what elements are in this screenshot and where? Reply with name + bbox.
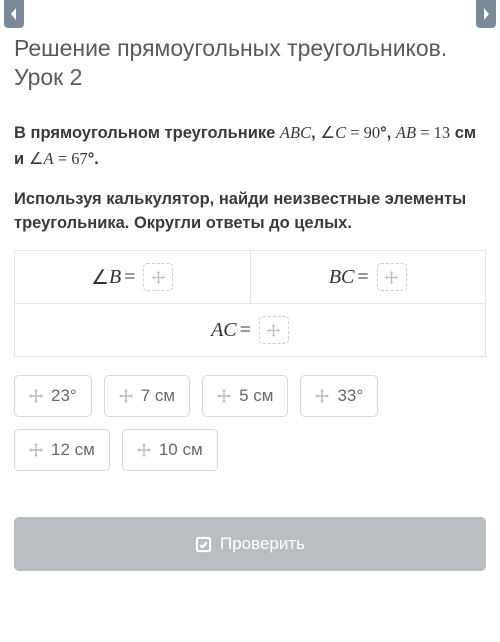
drop-slot[interactable] xyxy=(143,263,173,291)
drop-slot[interactable] xyxy=(259,316,289,344)
chip-option[interactable]: 23° xyxy=(14,375,92,417)
check-button-label: Проверить xyxy=(220,534,305,554)
problem-statement: В прямоугольном треугольнике ABC, ∠C = 9… xyxy=(14,120,486,173)
chip-option[interactable]: 10 см xyxy=(122,429,218,471)
answer-table: ∠B= BC= AC= xyxy=(14,250,486,357)
check-icon xyxy=(195,536,212,553)
drop-slot[interactable] xyxy=(377,263,407,291)
prev-tab[interactable] xyxy=(4,0,24,28)
chip-option[interactable]: 12 см xyxy=(14,429,110,471)
target-angle-b[interactable]: ∠B= xyxy=(15,251,250,303)
page-title: Решение прямоугольных треугольников. Уро… xyxy=(14,34,486,92)
chip-option[interactable]: 33° xyxy=(300,375,378,417)
check-button[interactable]: Проверить xyxy=(14,517,486,571)
next-tab[interactable] xyxy=(476,0,496,28)
target-ac[interactable]: AC= xyxy=(15,304,485,356)
target-bc[interactable]: BC= xyxy=(250,251,486,303)
chip-bank: 23° 7 см 5 см 33° 12 см 10 см xyxy=(14,375,486,471)
instruction-text: Используя калькулятор, найди неизвестные… xyxy=(14,187,486,237)
chip-option[interactable]: 5 см xyxy=(202,375,288,417)
chip-option[interactable]: 7 см xyxy=(104,375,190,417)
